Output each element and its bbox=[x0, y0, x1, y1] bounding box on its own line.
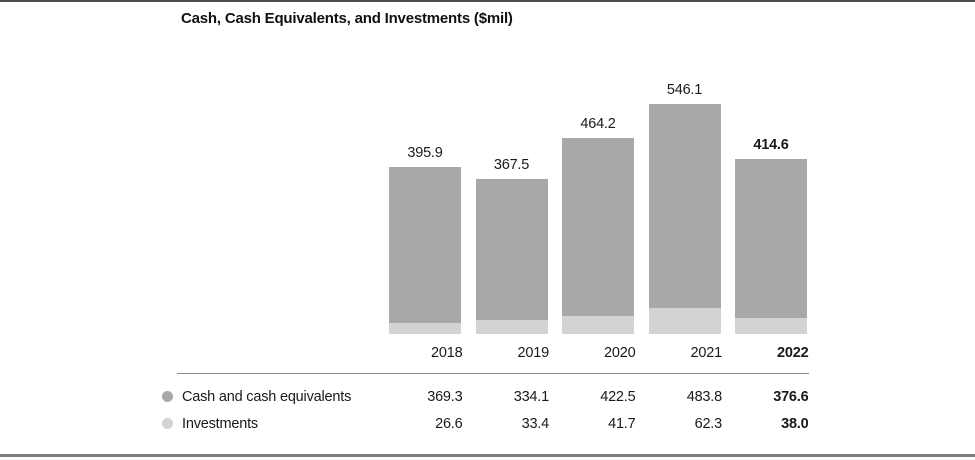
total-value-label-2019: 367.5 bbox=[493, 157, 530, 174]
total-value-label-2020: 464.2 bbox=[580, 116, 616, 133]
chart-title: Cash, Cash Equivalents, and Investments … bbox=[181, 10, 513, 27]
bar-segment-cash-2020 bbox=[562, 138, 634, 317]
table-value-2020-row1: 41.7 bbox=[608, 416, 636, 432]
bar-segment-investments-2022 bbox=[735, 317, 807, 334]
table-value-2019-row0: 334.1 bbox=[513, 389, 549, 405]
table-value-2018-row1: 26.6 bbox=[435, 416, 463, 432]
table-value-2018-row0: 369.3 bbox=[427, 389, 463, 405]
total-value-label-2021: 546.1 bbox=[666, 82, 703, 98]
category-label-2020: 2020 bbox=[604, 345, 636, 361]
table-value-2021-row0: 483.8 bbox=[686, 389, 722, 405]
cash-series-label: Cash and cash equivalents bbox=[182, 389, 352, 405]
category-label-2022: 2022 bbox=[777, 345, 809, 361]
table-value-2021-row1: 62.3 bbox=[694, 416, 723, 432]
legend-divider-rule bbox=[177, 373, 809, 374]
bar-segment-investments-2021 bbox=[648, 307, 721, 334]
category-label-2021: 2021 bbox=[690, 345, 723, 361]
bar-segment-cash-2018 bbox=[389, 167, 461, 323]
cash-series-dot-icon bbox=[162, 391, 173, 402]
total-value-label-2018: 395.9 bbox=[407, 145, 443, 162]
table-value-2020-row0: 422.5 bbox=[600, 389, 636, 405]
bar-segment-cash-2019 bbox=[475, 179, 548, 320]
category-label-2018: 2018 bbox=[431, 345, 463, 361]
bar-segment-cash-2022 bbox=[735, 159, 807, 318]
table-value-2019-row1: 33.4 bbox=[521, 416, 550, 432]
bar-segment-cash-2021 bbox=[648, 104, 721, 308]
bar-segment-investments-2020 bbox=[562, 316, 634, 334]
total-value-label-2022: 414.6 bbox=[753, 137, 789, 154]
bar-segment-investments-2019 bbox=[475, 319, 548, 334]
table-value-2022-row0: 376.6 bbox=[773, 389, 809, 405]
bar-segment-investments-2018 bbox=[389, 322, 461, 334]
top-rule bbox=[0, 0, 975, 2]
table-value-2022-row1: 38.0 bbox=[781, 416, 809, 432]
category-label-2019: 2019 bbox=[517, 345, 550, 361]
bottom-rule bbox=[0, 454, 975, 457]
investments-series-label: Investments bbox=[182, 416, 258, 432]
investments-series-dot-icon bbox=[162, 418, 173, 429]
